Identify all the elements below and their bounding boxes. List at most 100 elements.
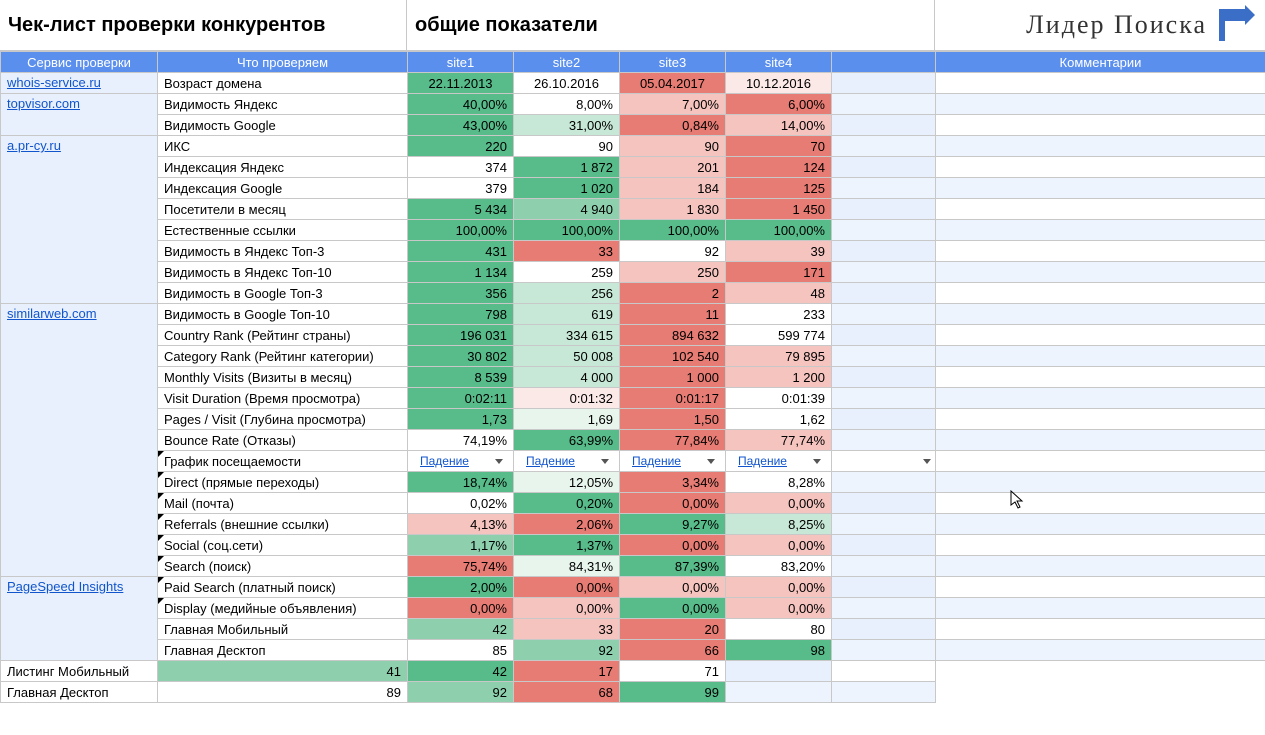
value-cell[interactable]: 3,34% xyxy=(620,472,726,493)
value-cell[interactable]: 92 xyxy=(408,682,514,703)
value-cell[interactable]: 5 434 xyxy=(408,199,514,220)
comment-cell[interactable] xyxy=(936,472,1265,493)
value-cell[interactable]: 0,00% xyxy=(620,577,726,598)
value-cell[interactable]: 22.11.2013 xyxy=(408,73,514,94)
metric-cell[interactable]: Видимость Google xyxy=(158,115,408,136)
col-site3-header[interactable]: site3 xyxy=(620,52,726,73)
value-cell[interactable]: 17 xyxy=(514,661,620,682)
comment-cell[interactable] xyxy=(936,283,1265,304)
value-cell[interactable]: 100,00% xyxy=(620,220,726,241)
metric-cell[interactable]: Pages / Visit (Глубина просмотра) xyxy=(158,409,408,430)
value-cell[interactable]: 171 xyxy=(726,262,832,283)
value-cell[interactable]: 2,00% xyxy=(408,577,514,598)
metric-cell[interactable]: Главная Мобильный xyxy=(158,619,408,640)
value-cell[interactable]: 1,62 xyxy=(726,409,832,430)
metric-cell[interactable]: Bounce Rate (Отказы) xyxy=(158,430,408,451)
value-cell[interactable]: 75,74% xyxy=(408,556,514,577)
value-cell[interactable]: 39 xyxy=(726,241,832,262)
value-cell[interactable]: Падение xyxy=(408,451,514,472)
value-cell[interactable]: 259 xyxy=(514,262,620,283)
metric-cell[interactable]: Monthly Visits (Визиты в месяц) xyxy=(158,367,408,388)
value-cell[interactable]: 250 xyxy=(620,262,726,283)
value-cell[interactable]: 87,39% xyxy=(620,556,726,577)
value-cell[interactable]: 196 031 xyxy=(408,325,514,346)
value-cell[interactable]: 14,00% xyxy=(726,115,832,136)
value-cell[interactable]: 84,31% xyxy=(514,556,620,577)
dropdown-value[interactable]: Падение xyxy=(420,454,469,468)
traffic-dropdown[interactable]: Падение xyxy=(626,451,719,471)
value-cell[interactable]: 83,20% xyxy=(726,556,832,577)
metric-cell[interactable]: Индексация Яндекс xyxy=(158,157,408,178)
metric-cell[interactable]: Видимость в Яндекс Топ-3 xyxy=(158,241,408,262)
metric-cell[interactable]: Display (медийные объявления) xyxy=(158,598,408,619)
value-cell[interactable]: 7,00% xyxy=(620,94,726,115)
value-cell[interactable]: 70 xyxy=(726,136,832,157)
comment-cell[interactable] xyxy=(936,199,1265,220)
col-site1-header[interactable]: site1 xyxy=(408,52,514,73)
value-cell[interactable]: 43,00% xyxy=(408,115,514,136)
value-cell[interactable]: 184 xyxy=(620,178,726,199)
col-site2-header[interactable]: site2 xyxy=(514,52,620,73)
col-site4-header[interactable]: site4 xyxy=(726,52,832,73)
value-cell[interactable]: 77,74% xyxy=(726,430,832,451)
service-link[interactable]: PageSpeed Insights xyxy=(7,579,123,594)
dropdown-value[interactable]: Падение xyxy=(632,454,681,468)
comment-cell[interactable] xyxy=(936,73,1265,94)
value-cell[interactable]: 379 xyxy=(408,178,514,199)
comment-cell[interactable] xyxy=(936,115,1265,136)
value-cell[interactable]: 05.04.2017 xyxy=(620,73,726,94)
value-cell[interactable]: 0,00% xyxy=(620,493,726,514)
comment-cell[interactable] xyxy=(936,220,1265,241)
value-cell[interactable]: 201 xyxy=(620,157,726,178)
value-cell[interactable]: 356 xyxy=(408,283,514,304)
value-cell[interactable]: 619 xyxy=(514,304,620,325)
metric-cell[interactable]: Видимость в Google Топ-3 xyxy=(158,283,408,304)
value-cell[interactable]: 20 xyxy=(620,619,726,640)
metric-cell[interactable]: Естественные ссылки xyxy=(158,220,408,241)
extra-dropdown[interactable] xyxy=(832,451,935,471)
value-cell[interactable]: 90 xyxy=(620,136,726,157)
value-cell[interactable]: 89 xyxy=(158,682,408,703)
dropdown-value[interactable]: Падение xyxy=(738,454,787,468)
value-cell[interactable]: 0:02:11 xyxy=(408,388,514,409)
metric-cell[interactable]: Индексация Google xyxy=(158,178,408,199)
service-link[interactable]: whois-service.ru xyxy=(7,75,101,90)
metric-cell[interactable]: Видимость в Яндекс Топ-10 xyxy=(158,262,408,283)
value-cell[interactable]: 92 xyxy=(514,640,620,661)
value-cell[interactable]: 1,17% xyxy=(408,535,514,556)
comment-cell[interactable] xyxy=(936,178,1265,199)
value-cell[interactable]: 8,28% xyxy=(726,472,832,493)
value-cell[interactable]: 0,00% xyxy=(726,598,832,619)
metric-cell[interactable]: Листинг Мобильный xyxy=(1,661,158,682)
comment-cell[interactable] xyxy=(936,556,1265,577)
value-cell[interactable]: 599 774 xyxy=(726,325,832,346)
metric-cell[interactable]: Видимость Яндекс xyxy=(158,94,408,115)
value-cell[interactable]: 4 940 xyxy=(514,199,620,220)
value-cell[interactable]: 0:01:32 xyxy=(514,388,620,409)
value-cell[interactable]: 220 xyxy=(408,136,514,157)
value-cell[interactable]: 2 xyxy=(620,283,726,304)
value-cell[interactable]: 31,00% xyxy=(514,115,620,136)
value-cell[interactable]: 18,74% xyxy=(408,472,514,493)
metric-cell[interactable]: График посещаемости xyxy=(158,451,408,472)
value-cell[interactable]: 125 xyxy=(726,178,832,199)
comment-cell[interactable] xyxy=(936,304,1265,325)
value-cell[interactable]: 80 xyxy=(726,619,832,640)
value-cell[interactable]: 2,06% xyxy=(514,514,620,535)
service-link[interactable]: topvisor.com xyxy=(7,96,80,111)
comment-cell[interactable] xyxy=(936,157,1265,178)
comment-cell[interactable] xyxy=(936,598,1265,619)
value-cell[interactable]: 4,13% xyxy=(408,514,514,535)
value-cell[interactable]: 30 802 xyxy=(408,346,514,367)
value-cell[interactable]: 798 xyxy=(408,304,514,325)
value-cell[interactable]: 42 xyxy=(408,619,514,640)
metric-cell[interactable]: Referrals (внешние ссылки) xyxy=(158,514,408,535)
value-cell[interactable]: 0,00% xyxy=(620,598,726,619)
metric-cell[interactable]: Посетители в месяц xyxy=(158,199,408,220)
metric-cell[interactable]: Direct (прямые переходы) xyxy=(158,472,408,493)
comment-cell[interactable] xyxy=(936,451,1265,472)
comment-cell[interactable] xyxy=(936,262,1265,283)
dropdown-value[interactable]: Падение xyxy=(526,454,575,468)
value-cell[interactable]: 0,00% xyxy=(726,535,832,556)
value-cell[interactable]: Падение xyxy=(620,451,726,472)
